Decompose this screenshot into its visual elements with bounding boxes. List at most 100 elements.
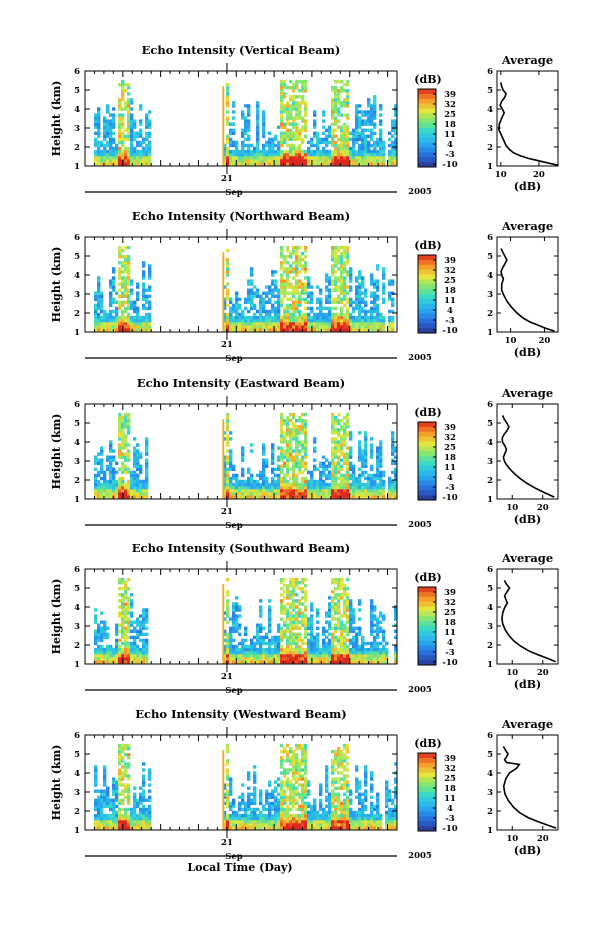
heat-cell — [103, 476, 107, 481]
heat-cell — [100, 611, 104, 615]
heat-cell — [268, 309, 272, 314]
heat-cell — [238, 657, 242, 661]
heat-cell — [265, 476, 269, 481]
heat-cell — [325, 614, 329, 618]
heat-cell — [358, 162, 362, 166]
heat-cell — [331, 653, 335, 658]
heat-cell — [133, 315, 137, 320]
heat-cell — [331, 644, 335, 649]
heat-cell — [292, 602, 296, 606]
heat-cell — [259, 599, 263, 603]
heat-cell — [394, 155, 398, 160]
heat-cell — [358, 285, 362, 289]
y-tick-label: 1 — [74, 162, 80, 172]
heat-cell — [283, 159, 287, 163]
heat-cell — [322, 455, 326, 459]
heat-cell — [310, 629, 314, 633]
heat-cell — [229, 297, 233, 301]
colorbar-segment — [418, 650, 436, 656]
heat-cell — [340, 288, 344, 292]
heat-cell — [109, 660, 113, 664]
heat-cell — [109, 446, 113, 450]
heat-cell — [133, 476, 137, 481]
heat-cell — [112, 137, 116, 142]
heat-cell — [334, 152, 338, 157]
heat-cell — [382, 482, 386, 487]
heat-cell — [259, 660, 263, 664]
heat-cell — [109, 291, 113, 295]
heat-cell — [121, 807, 125, 812]
heat-cell — [301, 159, 305, 163]
heat-cell — [364, 140, 368, 145]
heat-cell — [133, 657, 137, 661]
heat-cell — [289, 255, 293, 259]
heat-cell — [346, 140, 350, 145]
heat-cell — [148, 131, 152, 135]
heat-cell — [124, 159, 128, 163]
heat-cell — [142, 321, 146, 326]
heat-cell — [283, 122, 287, 126]
heat-cell — [271, 660, 275, 664]
heat-cell — [244, 152, 248, 157]
heat-cell — [145, 485, 149, 490]
heat-cell — [226, 577, 230, 582]
heat-cell — [310, 140, 314, 145]
heat-cell — [142, 614, 146, 618]
heat-cell — [127, 107, 131, 111]
heat-cell — [262, 449, 266, 453]
heat-cell — [361, 657, 365, 661]
heat-cell — [121, 434, 125, 438]
heat-cell — [256, 479, 260, 484]
heat-cell — [337, 422, 341, 426]
heat-cell — [298, 264, 302, 268]
heat-cell — [271, 641, 275, 646]
heat-cell — [232, 464, 236, 468]
heat-cell — [298, 581, 302, 585]
heat-cell — [106, 826, 110, 830]
heat-cell — [376, 485, 380, 490]
heat-cell — [331, 473, 335, 478]
colorbar-segment — [418, 596, 436, 602]
heat-cell — [280, 273, 284, 277]
heat-cell — [121, 617, 125, 621]
heat-cell — [322, 482, 326, 487]
heat-cell — [226, 321, 230, 326]
heat-cell — [148, 149, 152, 154]
heat-cell — [340, 485, 344, 490]
heat-cell — [277, 315, 281, 320]
heat-cell — [286, 629, 290, 633]
heat-cell — [286, 470, 290, 475]
colorbar-frame — [417, 254, 437, 334]
heat-cell — [391, 492, 395, 496]
heat-cell — [328, 282, 332, 286]
heat-cell — [307, 488, 311, 493]
heat-cell — [292, 122, 296, 126]
heat-cell — [259, 626, 263, 630]
heat-cell — [277, 467, 281, 471]
heat-cell — [388, 131, 392, 135]
colorbar-segment — [418, 495, 436, 501]
heat-cell — [124, 650, 128, 655]
heat-cell — [250, 476, 254, 481]
heat-cell — [340, 437, 344, 441]
heat-cell — [136, 452, 140, 456]
heat-cell — [97, 107, 101, 111]
heat-cell — [391, 149, 395, 154]
colorbar-segment — [418, 328, 436, 334]
heat-cell — [115, 660, 119, 664]
heat-cell — [259, 650, 263, 655]
heat-cell — [94, 765, 98, 769]
heat-cell — [100, 482, 104, 487]
heat-cell — [112, 801, 116, 806]
colorbar-tick-label: -10 — [442, 326, 457, 336]
heat-cell — [124, 482, 128, 487]
heat-cell — [313, 647, 317, 652]
heat-cell — [232, 476, 236, 481]
heat-cell — [334, 306, 338, 311]
heat-cell — [280, 608, 284, 612]
heat-cell — [280, 245, 284, 250]
heat-cell — [136, 629, 140, 633]
heat-cell — [124, 596, 128, 600]
heat-cell — [244, 306, 248, 311]
heat-cell — [256, 101, 260, 105]
